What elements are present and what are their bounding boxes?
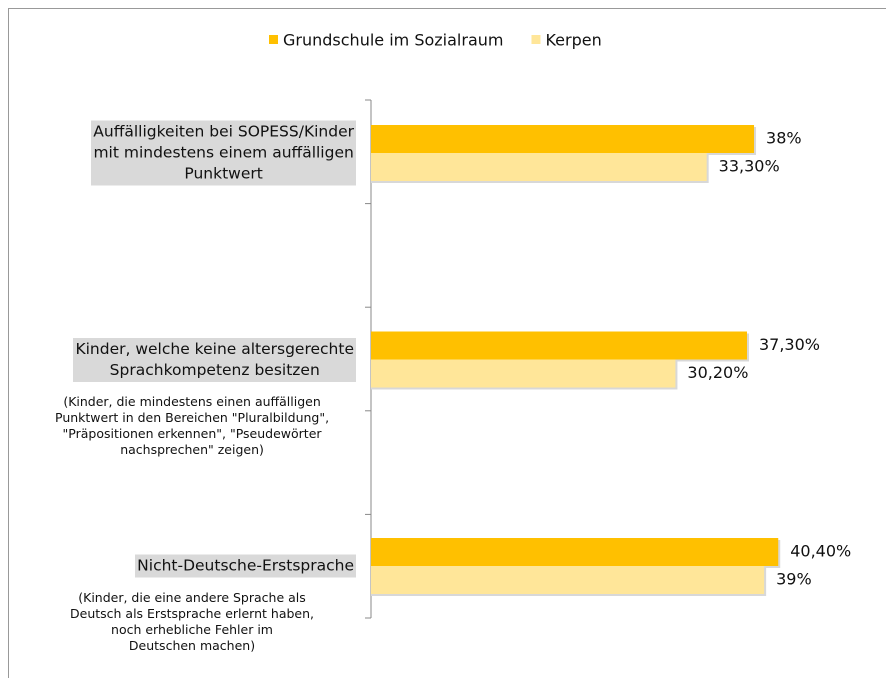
bar xyxy=(371,125,755,153)
legend-label: Grundschule im Sozialraum xyxy=(283,31,503,50)
value-label: 30,20% xyxy=(687,363,748,382)
bar xyxy=(371,331,747,360)
value-label: 39% xyxy=(776,570,812,589)
value-label: 33,30% xyxy=(719,157,780,176)
bar xyxy=(371,566,765,594)
bar xyxy=(371,538,779,566)
value-label: 37,30% xyxy=(759,335,820,354)
value-label: 38% xyxy=(766,129,802,148)
legend-swatch xyxy=(269,35,278,44)
category-label: Nicht-Deutsche-Erstsprache xyxy=(135,554,356,578)
legend-swatch xyxy=(531,35,541,44)
category-label: Auffälligkeiten bei SOPESS/Kinder mit mi… xyxy=(91,120,356,186)
frame xyxy=(8,8,886,678)
value-label: 40,40% xyxy=(790,542,851,561)
category-label: Kinder, welche keine altersgerechte Spra… xyxy=(73,337,356,382)
category-note: (Kinder, die eine andere Sprache als Deu… xyxy=(70,589,315,653)
category-note: (Kinder, die mindestens einen auffällige… xyxy=(55,393,330,457)
bar xyxy=(371,153,707,181)
bar xyxy=(371,359,676,388)
legend-label: Kerpen xyxy=(545,31,601,50)
